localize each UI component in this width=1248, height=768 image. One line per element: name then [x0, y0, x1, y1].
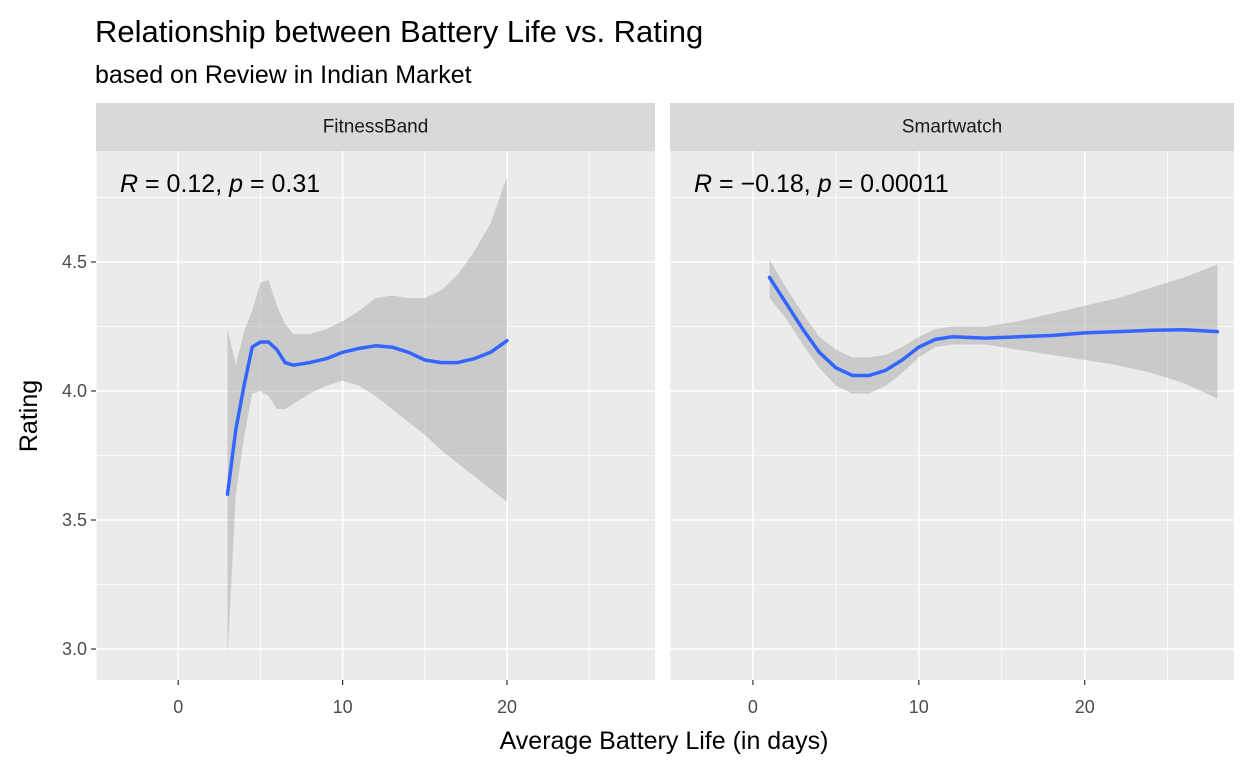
x-tick-label: 0 [748, 697, 758, 717]
major-gridlines [670, 151, 1234, 680]
facet-strip [670, 103, 1234, 151]
plot-panel [96, 151, 655, 680]
r-value: = 0.12, [138, 170, 229, 198]
p-value: = 0.00011 [832, 170, 949, 198]
x-tick-label: 0 [173, 697, 183, 717]
x-tick-label: 10 [333, 697, 353, 717]
p-symbol: p [228, 170, 243, 198]
correlation-annotation: R = 0.12, p = 0.31 [120, 170, 320, 198]
y-axis-title: Rating [15, 380, 43, 452]
y-tick-label: 4.5 [62, 252, 87, 272]
chart-title: Relationship between Battery Life vs. Ra… [95, 14, 703, 49]
p-value: = 0.31 [243, 170, 320, 198]
x-axis-ticks: 0 10 20 [173, 680, 517, 717]
smooth-line [767, 275, 1220, 378]
r-value: = −0.18, [712, 170, 818, 198]
correlation-annotation: R = −0.18, p = 0.00011 [694, 170, 949, 198]
r-symbol: R [694, 170, 712, 198]
facet-panel-smartwatch: Smartwatch R = −0.18, p = 0.00011 0 10 20 [669, 103, 1234, 717]
y-axis: 3.0 3.5 4.0 4.5 [62, 252, 96, 659]
x-axis-ticks: 0 10 20 [748, 680, 1095, 717]
x-tick-label: 10 [909, 697, 929, 717]
x-tick-label: 20 [1075, 697, 1095, 717]
minor-gridlines [95, 151, 655, 680]
confidence-band [227, 176, 507, 657]
facet-strip [96, 103, 655, 151]
confidence-band [769, 259, 1218, 399]
plot-panel [670, 151, 1234, 680]
p-symbol: p [817, 170, 832, 198]
minor-gridlines [669, 151, 1234, 680]
chart-subtitle: based on Review in Indian Market [95, 61, 472, 89]
x-tick-label: 20 [497, 697, 517, 717]
y-tick-label: 3.0 [62, 639, 87, 659]
major-gridlines [96, 151, 655, 680]
smooth-line [225, 338, 509, 496]
y-tick-label: 3.5 [62, 510, 87, 530]
r-symbol: R [120, 170, 138, 198]
facet-strip-label: FitnessBand [323, 117, 429, 138]
y-tick-label: 4.0 [62, 381, 87, 401]
facet-strip-label: Smartwatch [902, 117, 1002, 138]
x-axis-title: Average Battery Life (in days) [500, 727, 829, 755]
facet-panel-fitnessband: FitnessBand R = 0.12, p = 0.31 0 10 20 [95, 103, 655, 717]
